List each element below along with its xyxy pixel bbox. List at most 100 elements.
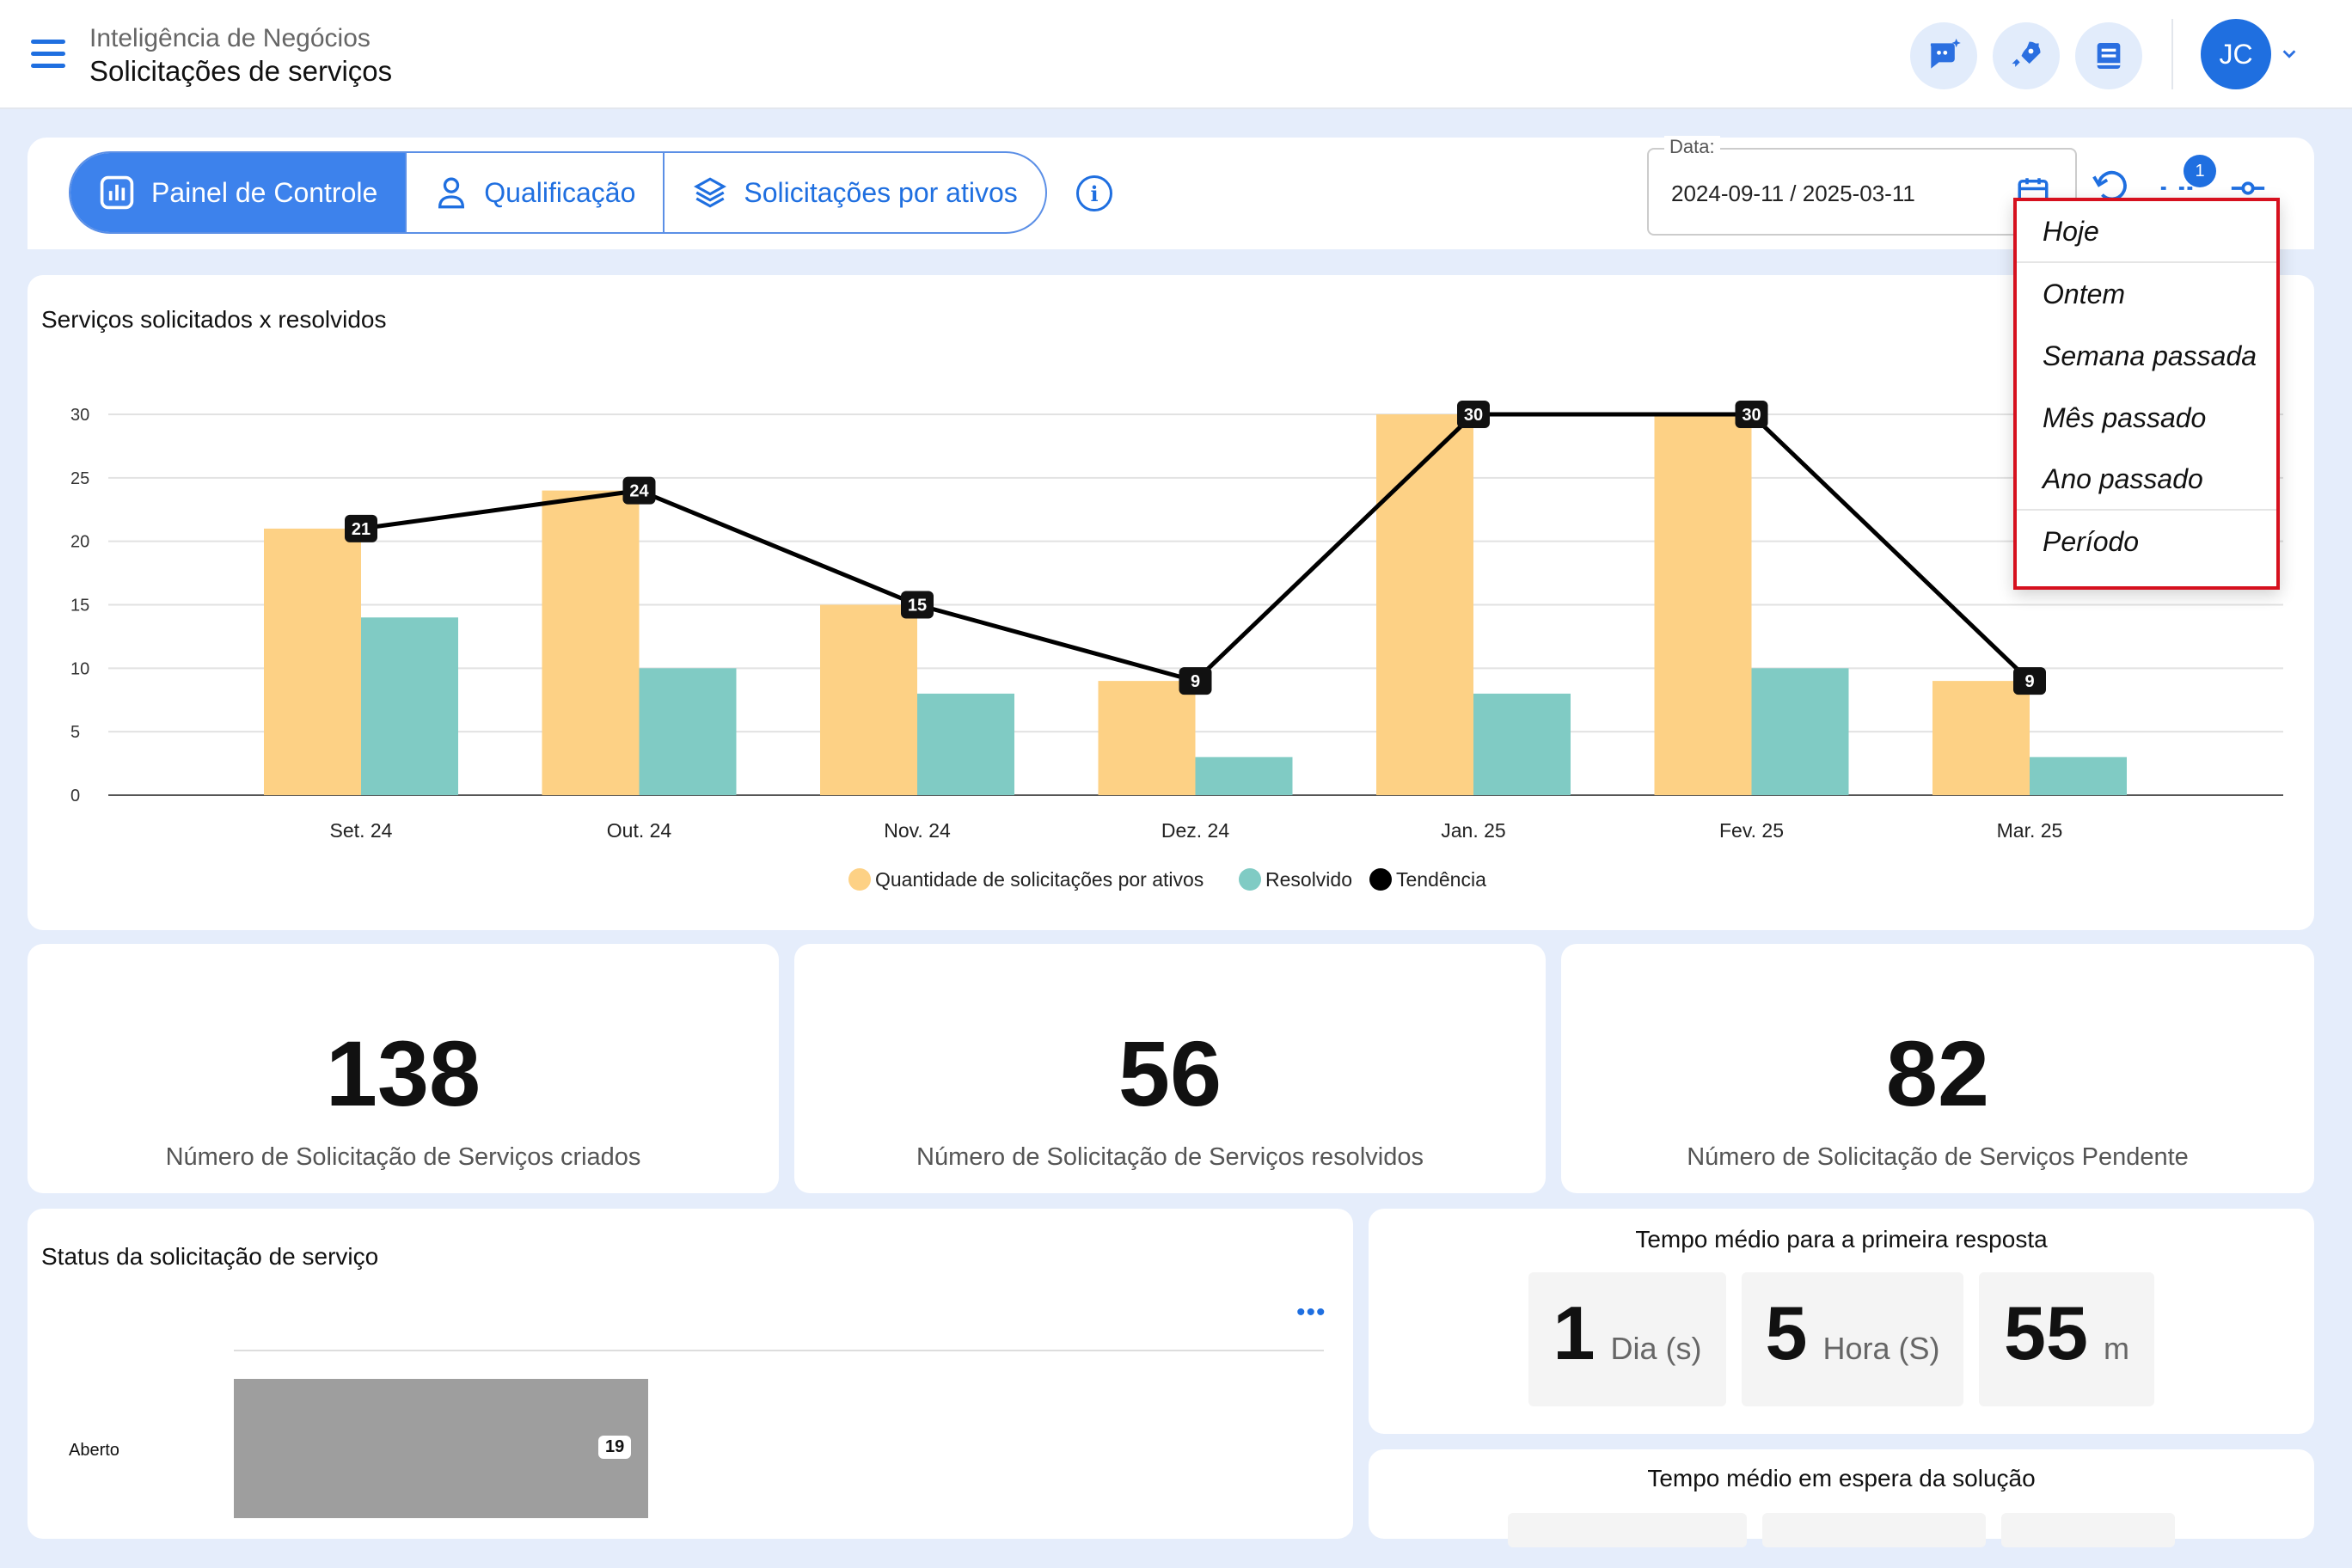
chevron-down-icon[interactable] (2280, 45, 2299, 64)
notes-button[interactable] (2075, 22, 2142, 89)
bar-resolved (917, 693, 1014, 795)
layers-icon (694, 177, 727, 208)
menu-item-last-year[interactable]: Ano passado (2017, 449, 2276, 511)
bar-requested (1376, 414, 1473, 795)
bar-requested (1932, 681, 2030, 795)
notebook-icon (2097, 43, 2121, 69)
stat-card-resolved: 56 Número de Solicitação de Serviços res… (794, 944, 1546, 1193)
hours-value: 5 (1765, 1290, 1808, 1375)
date-preset-menu: Hoje Ontem Semana passada Mês passado An… (2013, 198, 2280, 590)
date-field-label: Data: (1664, 136, 1720, 158)
trend-label-bg (2013, 667, 2046, 695)
stat-label: Número de Solicitação de Serviços Penden… (1687, 1143, 2189, 1171)
waiting-hours-box (1762, 1513, 1986, 1547)
status-value-label: 19 (598, 1436, 632, 1459)
bar-chart-icon (100, 175, 134, 210)
legend-marker (1239, 868, 1261, 891)
days-unit: Dia (s) (1610, 1331, 1702, 1366)
tab-dashboard[interactable]: Painel de Controle (70, 153, 407, 232)
days-value: 1 (1553, 1290, 1596, 1375)
trend-data-label: 21 (352, 520, 371, 539)
bar-requested (820, 604, 917, 795)
bar-requested (1098, 681, 1196, 795)
stat-value: 56 (1118, 1021, 1222, 1125)
bar-resolved (639, 668, 737, 795)
chat-button[interactable] (1910, 22, 1977, 89)
tab-bar: Painel de Controle Qualificação Solicita… (69, 151, 1047, 234)
tab-label: Painel de Controle (151, 176, 378, 208)
menu-icon[interactable] (31, 40, 65, 69)
filter-count-badge: 1 (2184, 155, 2216, 187)
trend-data-label: 15 (908, 597, 927, 616)
x-tick-label: Out. 24 (607, 819, 672, 842)
stat-label: Número de Solicitação de Serviços resolv… (916, 1143, 1424, 1171)
trend-data-label: 9 (1191, 672, 1200, 691)
stat-value: 138 (325, 1021, 481, 1125)
menu-item-today[interactable]: Hoje (2017, 201, 2276, 263)
tab-label: Qualificação (484, 176, 636, 208)
stat-card-created: 138 Número de Solicitação de Serviços cr… (28, 944, 779, 1193)
avatar[interactable]: JC (2201, 19, 2271, 89)
minutes-box: 55 m (1979, 1272, 2154, 1406)
x-tick-label: Mar. 25 (1997, 819, 2063, 842)
trend-data-label: 9 (2024, 672, 2034, 691)
tab-qualification[interactable]: Qualificação (407, 153, 665, 232)
x-tick-label: Set. 24 (330, 819, 393, 842)
legend-marker (1369, 868, 1392, 891)
bar-resolved (1195, 756, 1293, 795)
divider (2171, 19, 2173, 89)
requested-vs-resolved-panel (28, 275, 2314, 930)
y-tick-label: 0 (70, 787, 80, 805)
requested-vs-resolved-chart: 0 5 10 15 20 25 30 Set. 24 Out. 24 Nov. 24 Dez. 24… (70, 401, 2283, 891)
trend-label-bg (1179, 667, 1212, 695)
rocket-icon (2012, 41, 2041, 67)
bar-resolved (1751, 668, 1849, 795)
y-tick-label: 15 (70, 597, 89, 616)
menu-item-last-month[interactable]: Mês passado (2043, 401, 2207, 433)
status-axis (234, 1350, 1324, 1351)
menu-item-last-week[interactable]: Semana passada (2043, 340, 2257, 371)
date-range-field[interactable] (1647, 148, 2077, 236)
trend-label-bg (345, 514, 377, 542)
bar-requested (542, 490, 640, 795)
bar-requested (1654, 414, 1752, 795)
bar-resolved (1473, 693, 1571, 795)
x-tick-label: Dez. 24 (1161, 819, 1229, 842)
more-options-icon[interactable]: ••• (1296, 1298, 1326, 1326)
page-title: Solicitações de serviços (89, 55, 393, 87)
menu-item-yesterday[interactable]: Ontem (2043, 278, 2126, 309)
tab-requests-by-assets[interactable]: Solicitações por ativos (665, 153, 1044, 232)
x-tick-label: Jan. 25 (1441, 819, 1505, 842)
waiting-minutes-box (2001, 1513, 2175, 1547)
breadcrumb-section: Inteligência de Negócios (89, 24, 371, 52)
stat-label: Número de Solicitação de Serviços criado… (165, 1143, 641, 1171)
date-range-value[interactable]: 2024-09-11 / 2025-03-11 (1671, 181, 1915, 206)
status-category-label: Aberto (69, 1441, 119, 1460)
trend-label-bg (901, 591, 934, 619)
trend-label-bg (1457, 401, 1490, 428)
bar-requested (264, 528, 361, 795)
info-icon[interactable]: i (1076, 175, 1112, 211)
status-bar-open[interactable] (234, 1379, 648, 1518)
launch-button[interactable] (1993, 22, 2060, 89)
y-tick-label: 20 (70, 533, 89, 552)
y-tick-label: 10 (70, 659, 89, 678)
user-icon (438, 177, 465, 209)
legend-label: Resolvido (1265, 868, 1352, 891)
trend-data-label: 24 (629, 482, 649, 501)
stat-card-pending: 82 Número de Solicitação de Serviços Pen… (1561, 944, 2314, 1193)
first-response-title: Tempo médio para a primeira resposta (1635, 1226, 2048, 1253)
trend-data-label: 30 (1464, 406, 1483, 425)
filter-icon[interactable] (2158, 168, 2197, 208)
trend-data-label: 30 (1742, 406, 1761, 425)
legend-marker (848, 868, 871, 891)
hours-unit: Hora (S) (1822, 1331, 1940, 1366)
x-tick-label: Fev. 25 (1719, 819, 1784, 842)
sliders-icon[interactable] (2228, 168, 2268, 208)
trend-label-bg (622, 476, 656, 505)
menu-item-period[interactable]: Período (2043, 525, 2140, 557)
waiting-days-box (1508, 1513, 1747, 1547)
y-tick-label: 25 (70, 469, 89, 488)
stat-value: 82 (1885, 1021, 1990, 1125)
chart-title: Serviços solicitados x resolvidos (41, 306, 387, 333)
